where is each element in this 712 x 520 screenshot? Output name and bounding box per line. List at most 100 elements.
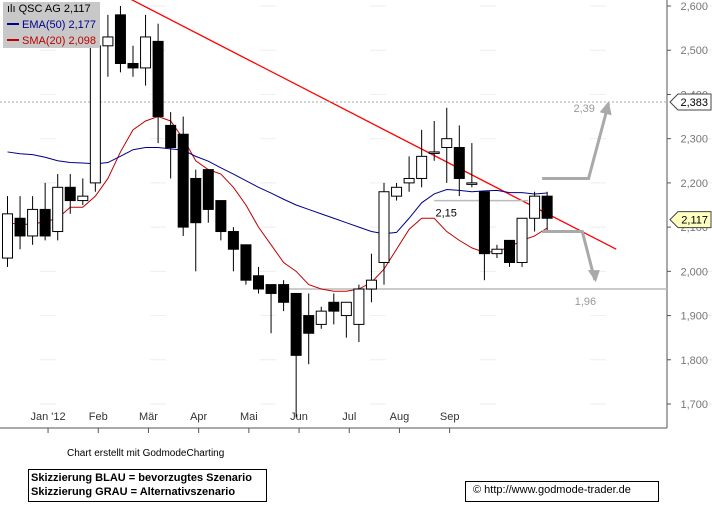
candle-body — [303, 315, 315, 334]
candle — [529, 191, 541, 232]
candle — [114, 6, 126, 73]
candle-body — [491, 248, 503, 255]
sma-swatch — [7, 39, 19, 42]
legend-ema: EMA(50) 2,177 — [7, 19, 96, 31]
scenario-note: Skizzierung BLAU = bevorzugtes Szenario … — [28, 469, 267, 502]
candle — [165, 112, 177, 179]
candle — [127, 45, 139, 77]
annotations: 2,39 1,96 2,15 2,383 2,117 — [435, 93, 712, 308]
candle-body — [27, 208, 39, 237]
resistance-price-tag-box — [669, 93, 712, 111]
candle-body — [127, 62, 139, 69]
candle-body — [441, 138, 453, 149]
candle — [428, 120, 440, 161]
candle-body — [2, 213, 13, 259]
last-price-tag-text: 2,117 — [681, 215, 708, 227]
candle — [516, 217, 528, 267]
x-tick-label: Jun — [290, 411, 308, 423]
candle-body — [165, 124, 177, 149]
candle-body — [315, 310, 327, 325]
candle-body — [240, 244, 252, 281]
candle — [177, 116, 189, 236]
candle-body — [378, 191, 390, 263]
chart-credit: Chart erstellt mit GodmodeCharting — [67, 448, 225, 459]
legend: ılı QSC AG 2,117 EMA(50) 2,177 SMA(20) 2… — [3, 2, 100, 48]
support-label-2-15: 2,15 — [435, 208, 456, 220]
candle-body — [516, 217, 528, 263]
y-tick-label: 1,700 — [680, 399, 708, 411]
candle-body — [340, 301, 352, 317]
candle — [315, 306, 327, 329]
candle — [27, 196, 39, 245]
candle — [240, 244, 252, 285]
y-axis-labels: 2,6002,5002,4002,3002,2002,1002,0001,900… — [680, 1, 708, 411]
resistance-price-tag: 2,383 — [669, 93, 712, 111]
bearish-arrow-head — [587, 270, 600, 283]
candle — [64, 174, 76, 214]
candle — [190, 169, 202, 272]
legend-title: ılı QSC AG 2,117 — [7, 3, 91, 15]
candle-body — [39, 208, 51, 237]
candle-body — [290, 292, 302, 356]
candle — [441, 107, 453, 183]
y-tick-label: 2,200 — [680, 178, 708, 190]
candle-body — [478, 191, 490, 255]
sma20-line — [7, 116, 548, 292]
candle — [378, 182, 390, 285]
candle-body — [152, 40, 164, 118]
y-tick-label: 2,500 — [680, 45, 708, 57]
ema-swatch — [7, 23, 19, 26]
candle-body — [52, 186, 64, 233]
candle — [328, 293, 340, 325]
candle — [140, 14, 152, 86]
candle — [453, 125, 465, 197]
candle — [340, 301, 352, 338]
candle — [77, 178, 89, 205]
candle-body — [453, 147, 465, 179]
candle-body — [202, 169, 214, 210]
candle — [152, 23, 164, 144]
candle — [541, 191, 553, 232]
source-link[interactable]: © http://www.godmode-trader.de — [465, 481, 659, 502]
x-tick-label: Sep — [440, 411, 460, 423]
candle-body — [77, 195, 89, 202]
candle — [265, 284, 277, 334]
x-tick-label: Feb — [89, 411, 108, 423]
candle — [39, 182, 51, 241]
candle — [227, 227, 239, 272]
candle — [14, 196, 26, 250]
candle — [89, 28, 101, 192]
note-blue: Skizzierung BLAU = bevorzugtes Szenario — [31, 472, 252, 484]
bearish-arrow-line — [542, 230, 597, 281]
candle-body — [102, 36, 114, 47]
candle — [290, 292, 302, 418]
y-tick-label: 2,300 — [680, 134, 708, 146]
y-tick-label: 1,800 — [680, 355, 708, 367]
source-url[interactable]: © http://www.godmode-trader.de — [473, 484, 631, 496]
x-tick-label: Apr — [190, 411, 207, 423]
candle-body — [215, 200, 227, 233]
candle — [478, 191, 490, 281]
candle — [253, 266, 264, 294]
x-tick-label: Mai — [240, 411, 258, 423]
candle-body — [391, 186, 403, 197]
candle — [466, 143, 478, 188]
candle-body — [114, 14, 126, 64]
candle-body — [278, 284, 290, 303]
y-tick-label: 1,900 — [680, 311, 708, 323]
candle — [303, 293, 315, 365]
candle — [202, 169, 214, 223]
scenario-arrows — [542, 101, 612, 283]
x-tick-label: Jan '12 — [30, 411, 65, 423]
resistance-price-tag-text: 2,383 — [680, 97, 708, 109]
x-tick-label: Jul — [342, 411, 356, 423]
candle-body — [466, 182, 478, 185]
candle-body — [265, 284, 277, 294]
support-label-1-96: 1,96 — [575, 296, 596, 308]
candle-body — [529, 195, 541, 219]
note-gray: Skizzierung GRAU = Alternativszenario — [31, 486, 236, 498]
y-tick-label: 2,600 — [680, 1, 708, 13]
candle — [2, 196, 13, 267]
candle-body — [504, 239, 515, 263]
